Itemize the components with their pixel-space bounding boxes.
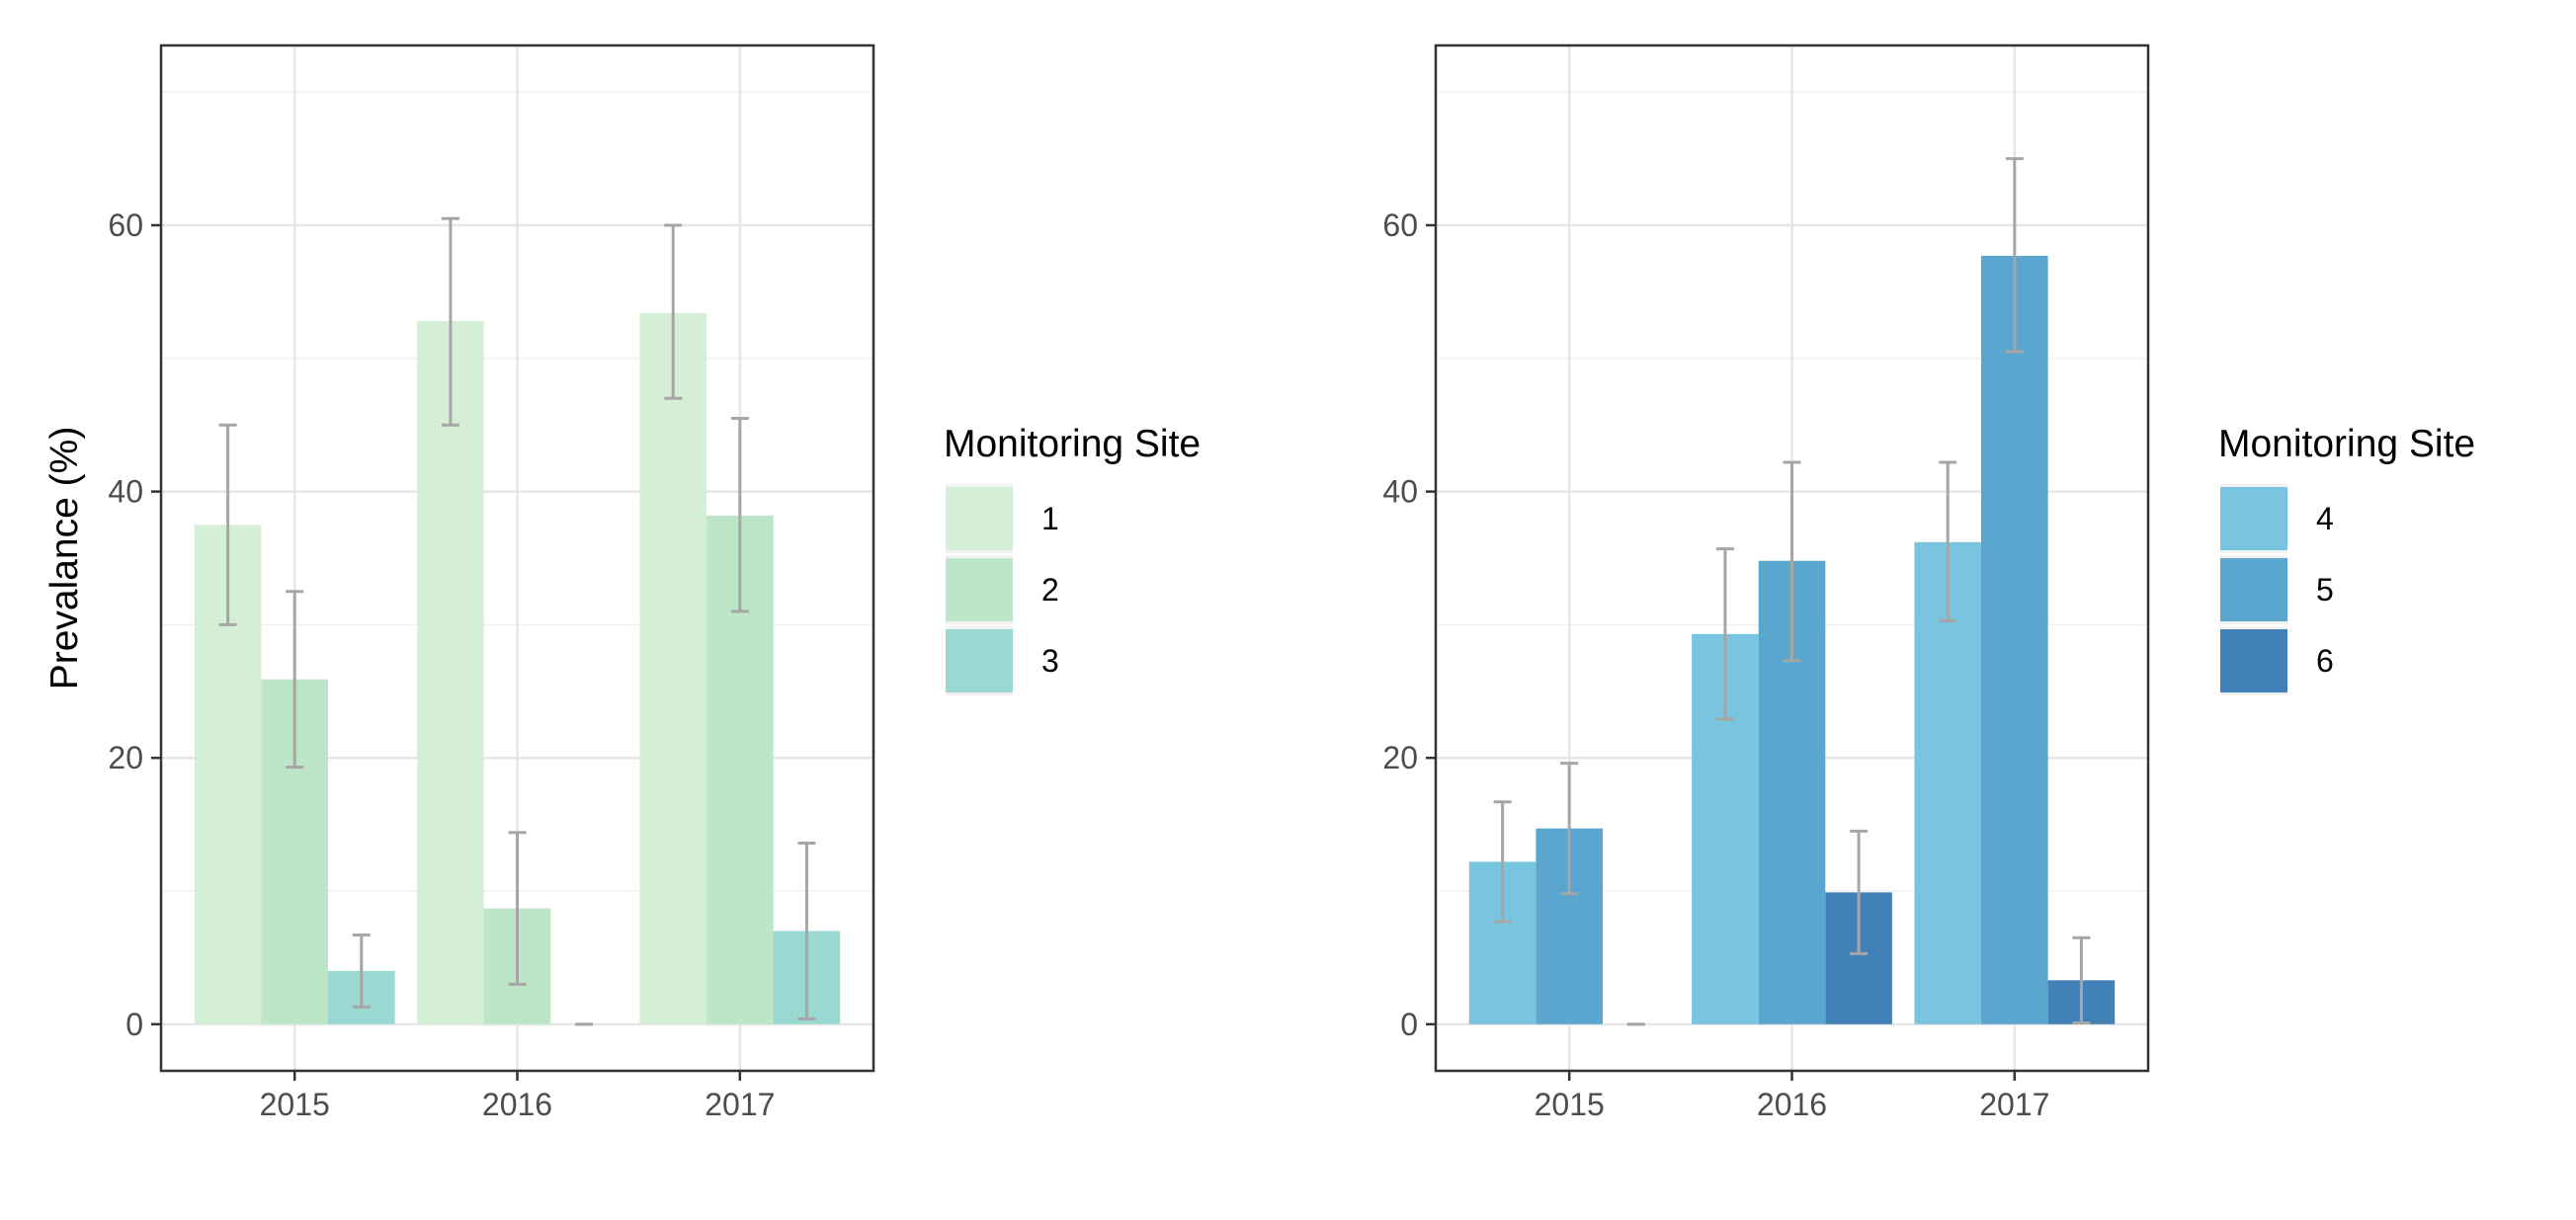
legend-key-site-1	[946, 487, 1013, 550]
legend-key-site-6	[2220, 629, 2287, 692]
x-tick-label: 2015	[260, 1087, 330, 1122]
bar-site-1-2016	[417, 321, 484, 1024]
y-tick-label: 40	[1382, 474, 1418, 510]
right-panel: 0 20 40 60 2015 2016 2017 Monitoring Site 4 5 6	[1382, 43, 2475, 1122]
x-tick-label: 2017	[1979, 1087, 2049, 1122]
legend-label-site-6: 6	[2316, 643, 2334, 679]
legend-key-site-3	[946, 629, 1013, 692]
legend-title: Monitoring Site	[944, 423, 1201, 465]
left-panel: 0 20 40 60 2015 2016 2017 Prevalance (%) Monitor…	[43, 43, 1201, 1122]
x-tick-label: 2017	[705, 1087, 775, 1122]
legend-label-site-1: 1	[1041, 501, 1059, 536]
y-tick-label: 0	[125, 1007, 143, 1042]
bar-site-4-2017	[1914, 541, 1982, 1024]
legend-label-site-4: 4	[2316, 501, 2334, 536]
legend-label-site-2: 2	[1041, 572, 1059, 608]
y-tick-label: 20	[108, 740, 143, 775]
x-tick-label: 2016	[482, 1087, 552, 1122]
legend-label-site-5: 5	[2316, 572, 2334, 608]
bar-site-5-2017	[1981, 255, 2048, 1024]
y-tick-label: 60	[108, 207, 143, 243]
legend-key-site-2	[946, 558, 1013, 621]
bar-site-1-2017	[639, 312, 707, 1024]
y-tick-label: 40	[108, 474, 143, 510]
y-tick-label: 20	[1382, 740, 1418, 775]
legend-label-site-3: 3	[1041, 643, 1059, 679]
y-tick-label: 60	[1382, 207, 1418, 243]
x-tick-label: 2016	[1757, 1087, 1827, 1122]
legend-key-site-4	[2220, 487, 2287, 550]
x-tick-label: 2015	[1535, 1087, 1605, 1122]
legend-title: Monitoring Site	[2218, 423, 2475, 465]
y-axis-label: Prevalance (%)	[43, 427, 86, 691]
legend-key-site-5	[2220, 558, 2287, 621]
y-tick-label: 0	[1400, 1007, 1418, 1042]
